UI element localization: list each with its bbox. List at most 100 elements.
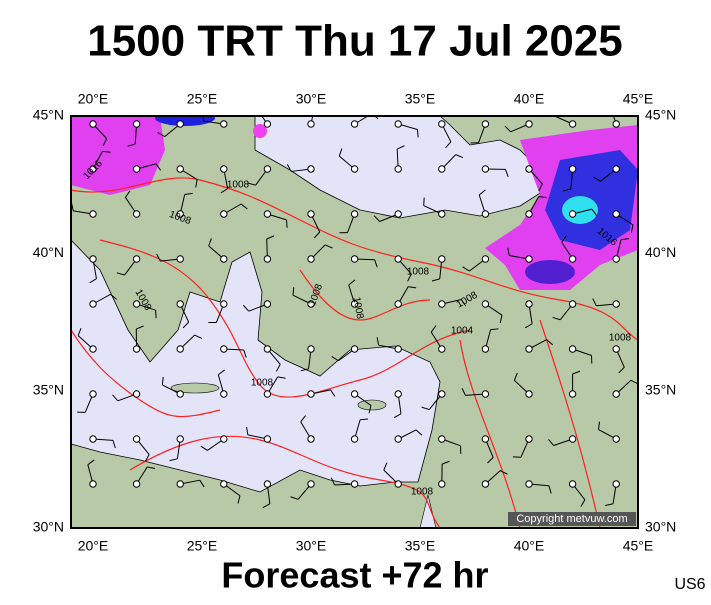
barb-station [177, 256, 183, 262]
barb-station [613, 391, 619, 397]
barb-station [526, 436, 532, 442]
rain-area [155, 110, 215, 126]
barb-station [569, 211, 575, 217]
barb-station [133, 256, 139, 262]
barb-station [351, 346, 357, 352]
barb-station [613, 346, 619, 352]
barb-station [90, 211, 96, 217]
barb-station [351, 391, 357, 397]
barb-station [613, 481, 619, 487]
cyprus [358, 400, 386, 410]
barb-station [439, 481, 445, 487]
barb-station [133, 436, 139, 442]
barb-station [133, 211, 139, 217]
isobar-label: 1008 [251, 378, 274, 389]
barb-station [133, 481, 139, 487]
barb-station [90, 256, 96, 262]
barb-station [90, 121, 96, 127]
barb-station [569, 256, 575, 262]
barb-station [308, 481, 314, 487]
barb-station [308, 166, 314, 172]
barb-station [133, 166, 139, 172]
barb-station [351, 211, 357, 217]
barb-station [439, 301, 445, 307]
barb-flag [256, 101, 260, 108]
barb-station [613, 301, 619, 307]
barb-station [395, 211, 401, 217]
isobar-label: 1008 [609, 333, 632, 344]
barb-station [526, 391, 532, 397]
barb-station [133, 346, 139, 352]
barb-station [395, 391, 401, 397]
title: 1500 TRT Thu 17 Jul 2025 [87, 17, 623, 66]
chart-code: US6 [674, 576, 705, 593]
barb-station [395, 301, 401, 307]
copyright: Copyright metvuw.com [516, 513, 627, 525]
x-axis-label-top: 45°E [623, 91, 654, 107]
x-axis-label-top: 40°E [514, 91, 545, 107]
barb-station [482, 256, 488, 262]
barb-station [395, 346, 401, 352]
barb-station [308, 346, 314, 352]
barb-station [264, 436, 270, 442]
barb-station [482, 301, 488, 307]
barb-station [308, 391, 314, 397]
barb-station [526, 256, 532, 262]
barb-flag [293, 287, 294, 295]
barb-flag [424, 198, 425, 206]
y-axis-label-right: 35°N [645, 381, 676, 397]
barb-station [221, 436, 227, 442]
barb-station [439, 346, 445, 352]
barb-station [482, 391, 488, 397]
barb-station [569, 346, 575, 352]
subtitle: Forecast +72 hr [221, 555, 488, 596]
x-axis-label-bottom: 40°E [514, 538, 545, 554]
barb-station [569, 481, 575, 487]
x-axis-label-bottom: 20°E [78, 538, 109, 554]
barb-station [264, 301, 270, 307]
barb-station [439, 256, 445, 262]
barb-station [221, 346, 227, 352]
barb-station [439, 436, 445, 442]
barb-station [308, 121, 314, 127]
barb-station [526, 211, 532, 217]
barb-station [569, 436, 575, 442]
barb-station [526, 346, 532, 352]
barb-station [613, 256, 619, 262]
barb-flag [610, 100, 616, 105]
barb-station [90, 436, 96, 442]
barb-flag [287, 220, 288, 228]
isobar-label: 1008 [411, 487, 434, 498]
barb-station [439, 166, 445, 172]
barb-station [221, 481, 227, 487]
barb-station [221, 166, 227, 172]
barb-station [177, 121, 183, 127]
barb-station [264, 121, 270, 127]
barb-station [613, 166, 619, 172]
barb-station [482, 121, 488, 127]
barb-station [569, 166, 575, 172]
barb-station [308, 211, 314, 217]
barb-station [395, 436, 401, 442]
barb-station [133, 121, 139, 127]
barb-station [133, 391, 139, 397]
barb-station [569, 301, 575, 307]
barb-station [221, 391, 227, 397]
barb-station [351, 481, 357, 487]
y-axis-label-right: 45°N [645, 107, 676, 123]
barb-station [613, 211, 619, 217]
barb-station [395, 256, 401, 262]
barb-station [439, 211, 445, 217]
y-axis-label-left: 40°N [33, 244, 64, 260]
barb-station [439, 391, 445, 397]
barb-station [90, 346, 96, 352]
barb-station [569, 121, 575, 127]
barb-station [90, 391, 96, 397]
barb-station [482, 481, 488, 487]
isobar-label: 1008 [407, 267, 430, 278]
x-axis-label-bottom: 30°E [296, 538, 327, 554]
barb-station [264, 346, 270, 352]
barb-station [177, 391, 183, 397]
barb-station [177, 346, 183, 352]
x-axis-label-top: 30°E [296, 91, 327, 107]
